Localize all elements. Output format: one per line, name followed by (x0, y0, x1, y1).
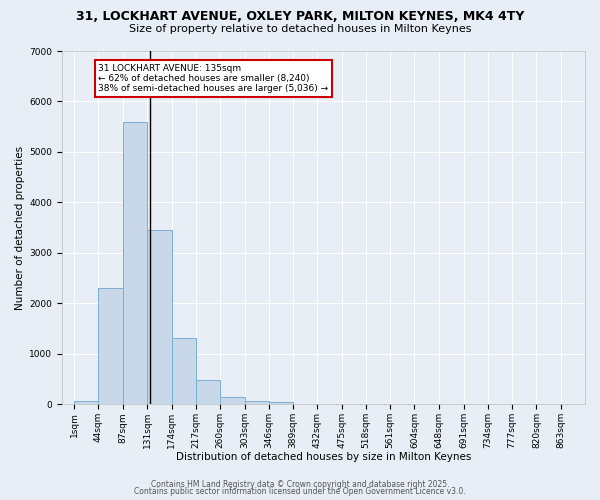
Bar (122, 122, 148, 405)
Y-axis label: Number of detached properties: Number of detached properties (15, 146, 25, 310)
Bar (172, 338, 196, 404)
Text: Contains public sector information licensed under the Open Government Licence v3: Contains public sector information licen… (134, 487, 466, 496)
Bar (148, 230, 172, 404)
Bar (245, 401, 269, 404)
Bar (98, 288, 122, 405)
Text: 31, LOCKHART AVENUE, OXLEY PARK, MILTON KEYNES, MK4 4TY: 31, LOCKHART AVENUE, OXLEY PARK, MILTON … (76, 10, 524, 23)
Bar (74, 400, 98, 404)
Text: 31 LOCKHART AVENUE: 135sqm
← 62% of detached houses are smaller (8,240)
38% of s: 31 LOCKHART AVENUE: 135sqm ← 62% of deta… (98, 64, 328, 94)
Text: Size of property relative to detached houses in Milton Keynes: Size of property relative to detached ho… (129, 24, 471, 34)
X-axis label: Distribution of detached houses by size in Milton Keynes: Distribution of detached houses by size … (176, 452, 471, 462)
Bar (220, 396, 245, 404)
Text: Contains HM Land Registry data © Crown copyright and database right 2025.: Contains HM Land Registry data © Crown c… (151, 480, 449, 489)
Bar (196, 380, 220, 404)
Bar (269, 402, 293, 404)
